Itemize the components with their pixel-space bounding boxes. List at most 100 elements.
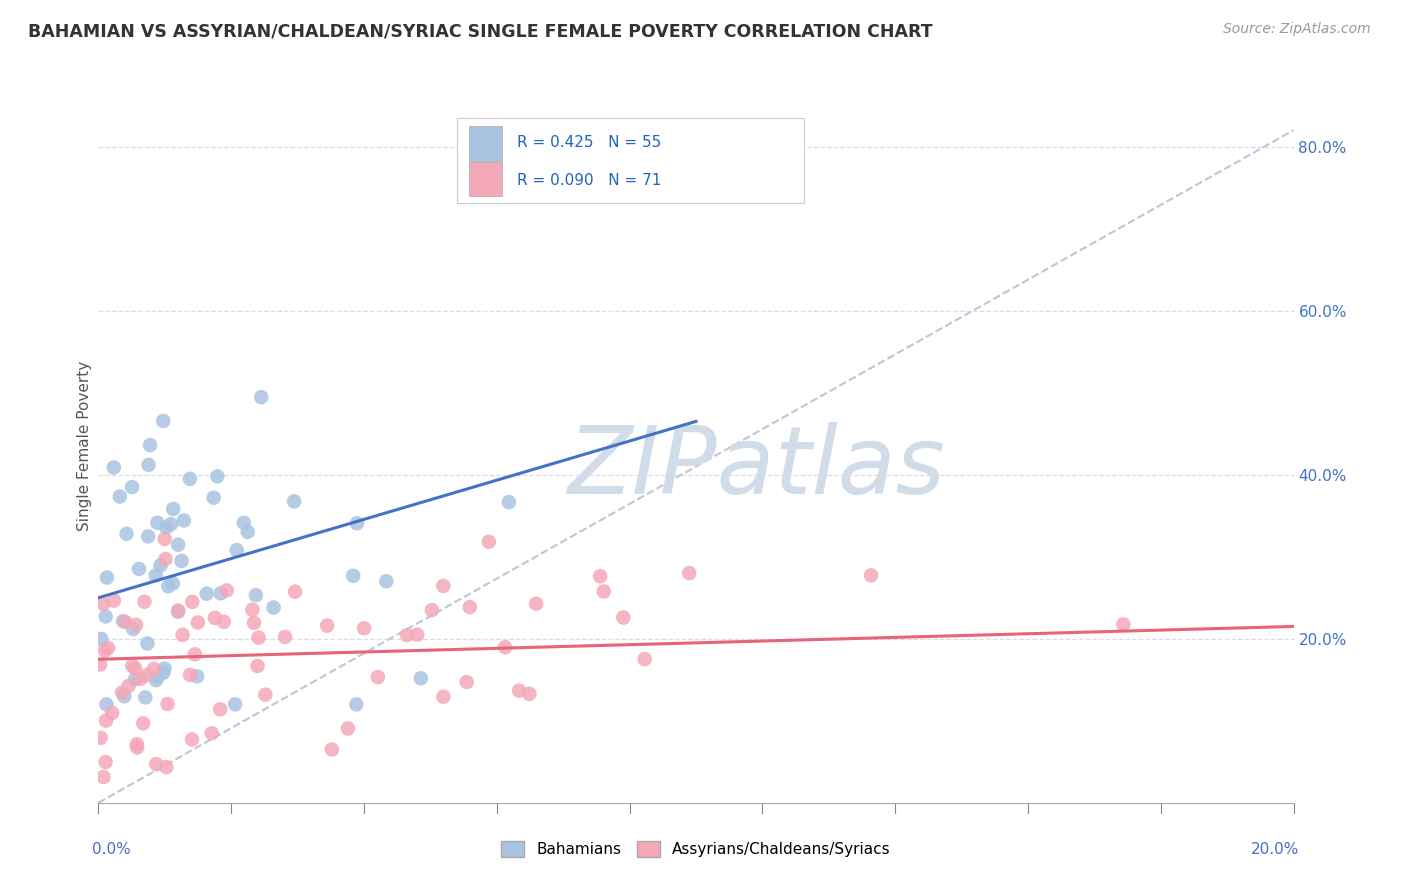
Point <box>508 683 530 698</box>
Point <box>184 648 207 662</box>
Point <box>243 615 266 630</box>
Point <box>494 640 516 655</box>
Point <box>135 668 157 682</box>
Point <box>181 732 204 747</box>
Point <box>156 697 179 711</box>
Point <box>186 669 208 683</box>
Point <box>129 672 152 686</box>
Point <box>124 661 146 675</box>
Bar <box>470 127 502 161</box>
Point <box>155 760 177 774</box>
Point <box>94 714 117 728</box>
Point <box>456 675 478 690</box>
Point <box>321 742 343 756</box>
Bar <box>470 162 502 196</box>
Point <box>201 726 224 740</box>
Point <box>96 698 118 712</box>
Point <box>162 576 184 591</box>
Point <box>145 568 167 582</box>
Point <box>167 605 190 619</box>
Point <box>367 670 389 684</box>
Point <box>96 570 118 584</box>
Point <box>94 755 117 769</box>
Point <box>247 631 270 645</box>
Point <box>172 628 194 642</box>
Point <box>122 622 145 636</box>
Point <box>97 640 120 655</box>
Point <box>103 593 125 607</box>
Point <box>145 757 167 772</box>
Point <box>146 516 169 530</box>
Point <box>121 658 143 673</box>
Point <box>136 529 159 543</box>
Point <box>283 494 305 508</box>
Text: R = 0.090   N = 71: R = 0.090 N = 71 <box>517 173 661 188</box>
Point <box>375 574 398 589</box>
Point <box>103 460 125 475</box>
Point <box>134 690 156 705</box>
Point <box>136 636 159 650</box>
Point <box>152 414 174 428</box>
Point <box>124 673 146 687</box>
Point <box>406 628 429 642</box>
Point <box>152 665 174 680</box>
Point <box>204 611 226 625</box>
Point <box>225 543 247 558</box>
Point <box>432 579 454 593</box>
Point <box>432 690 454 704</box>
Text: Source: ZipAtlas.com: Source: ZipAtlas.com <box>1223 22 1371 37</box>
Point <box>396 628 419 642</box>
Point <box>114 615 136 629</box>
Point <box>89 657 111 672</box>
Point <box>212 615 235 629</box>
Point <box>346 516 368 531</box>
Text: R = 0.425   N = 55: R = 0.425 N = 55 <box>517 136 661 150</box>
Point <box>125 617 148 632</box>
Point <box>589 569 612 583</box>
Point <box>207 469 229 483</box>
Point <box>111 685 134 699</box>
Point <box>162 502 184 516</box>
Point <box>519 687 541 701</box>
Point <box>634 652 657 666</box>
Point <box>274 630 297 644</box>
Point <box>112 614 135 628</box>
Point <box>167 538 190 552</box>
Point <box>112 690 135 704</box>
Point <box>202 491 225 505</box>
Point <box>458 600 481 615</box>
Point <box>128 562 150 576</box>
Point <box>153 662 176 676</box>
Point <box>160 517 183 532</box>
Point <box>336 722 359 736</box>
Point <box>125 737 148 751</box>
Point <box>145 673 167 687</box>
Point <box>101 706 124 720</box>
Point <box>94 609 117 624</box>
Legend: Bahamians, Assyrians/Chaldeans/Syriacs: Bahamians, Assyrians/Chaldeans/Syriacs <box>495 835 897 863</box>
Point <box>149 558 172 573</box>
Point <box>181 595 204 609</box>
Point <box>115 526 138 541</box>
Point <box>478 534 501 549</box>
Point <box>209 586 232 600</box>
Point <box>284 584 307 599</box>
Text: 0.0%: 0.0% <box>93 842 131 857</box>
Point <box>195 587 218 601</box>
Point <box>409 671 432 685</box>
Point <box>157 579 180 593</box>
Point <box>860 568 883 582</box>
Point <box>254 688 277 702</box>
Point <box>94 643 117 657</box>
Point <box>173 513 195 527</box>
Point <box>148 669 170 683</box>
Point <box>121 480 143 494</box>
Point <box>179 472 201 486</box>
Point <box>420 603 443 617</box>
Point <box>139 438 162 452</box>
Point <box>170 554 193 568</box>
Point <box>155 552 177 566</box>
Point <box>153 532 176 546</box>
Text: BAHAMIAN VS ASSYRIAN/CHALDEAN/SYRIAC SINGLE FEMALE POVERTY CORRELATION CHART: BAHAMIAN VS ASSYRIAN/CHALDEAN/SYRIAC SIN… <box>28 22 932 40</box>
Point <box>215 583 238 598</box>
